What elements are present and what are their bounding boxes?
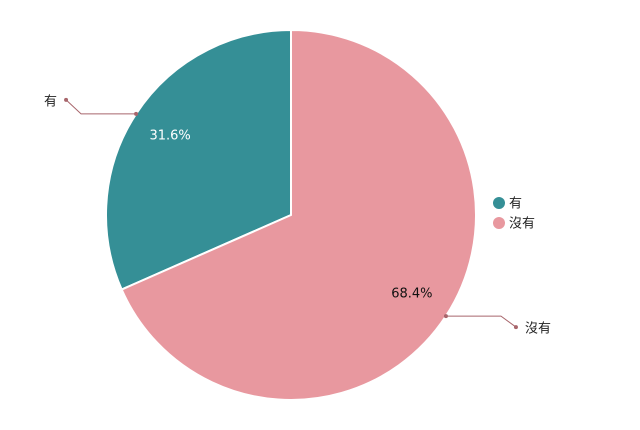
leader-line <box>445 315 517 328</box>
leader-dot <box>513 325 518 330</box>
legend-marker <box>493 217 505 229</box>
leader-dot <box>64 97 69 102</box>
leader-line <box>65 99 137 115</box>
slice-label: 68.4% <box>391 286 432 301</box>
slice-label: 31.6% <box>149 129 190 144</box>
legend-label: 沒有 <box>509 217 535 232</box>
leader-dot <box>443 314 448 319</box>
legend-marker <box>493 197 505 209</box>
leader-dot <box>134 111 139 116</box>
category-label: 沒有 <box>525 322 551 337</box>
legend-label: 有 <box>509 197 522 212</box>
category-label: 有 <box>44 94 57 109</box>
